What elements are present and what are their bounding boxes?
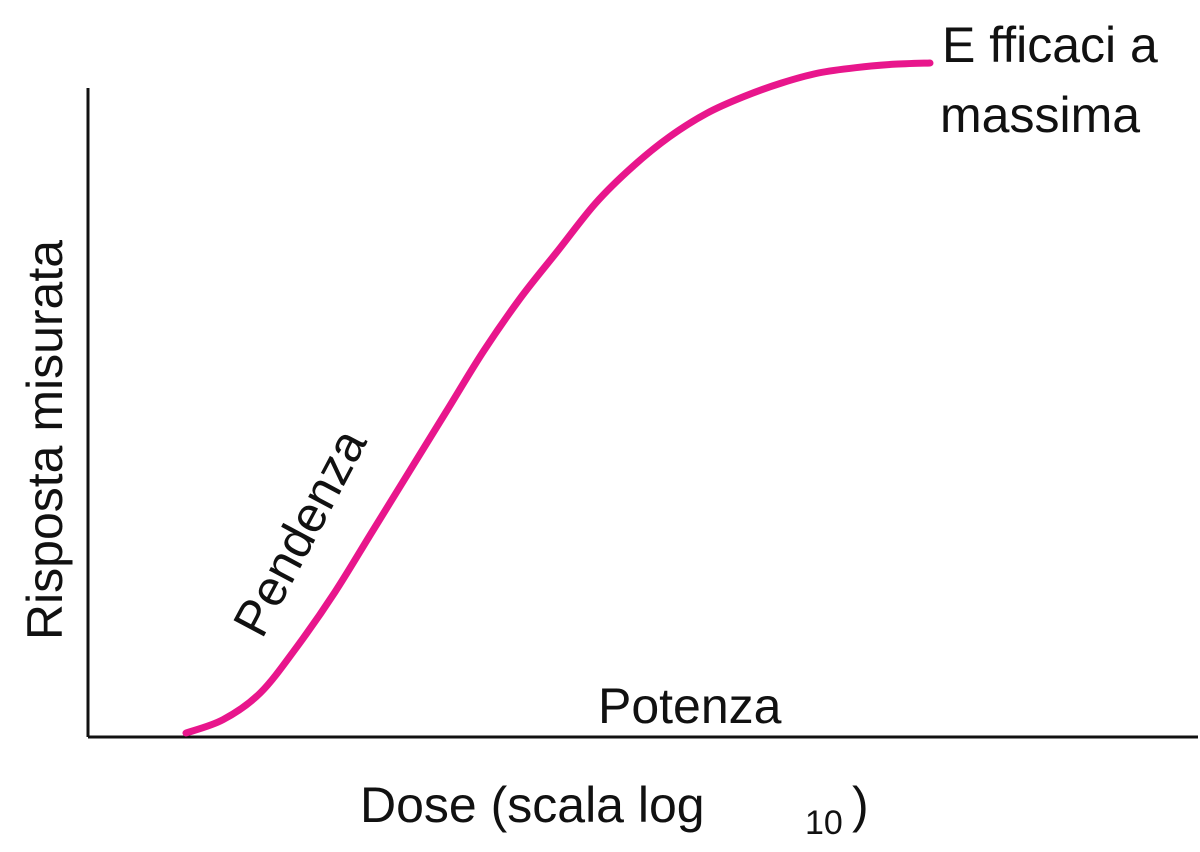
x-axis-label-subscript: 10 bbox=[805, 804, 843, 842]
annotation-max-efficacy-line1: E fficaci a bbox=[942, 17, 1158, 73]
x-axis-label-close: ) bbox=[852, 777, 869, 833]
y-axis-label: Risposta misurata bbox=[17, 240, 73, 640]
annotation-potency: Potenza bbox=[598, 678, 782, 734]
annotation-max-efficacy-line2: massima bbox=[940, 87, 1140, 143]
annotation-slope: Pendenza bbox=[222, 420, 377, 645]
response-curve bbox=[182, 59, 934, 737]
x-axis-label: Dose (scala log bbox=[360, 777, 705, 833]
